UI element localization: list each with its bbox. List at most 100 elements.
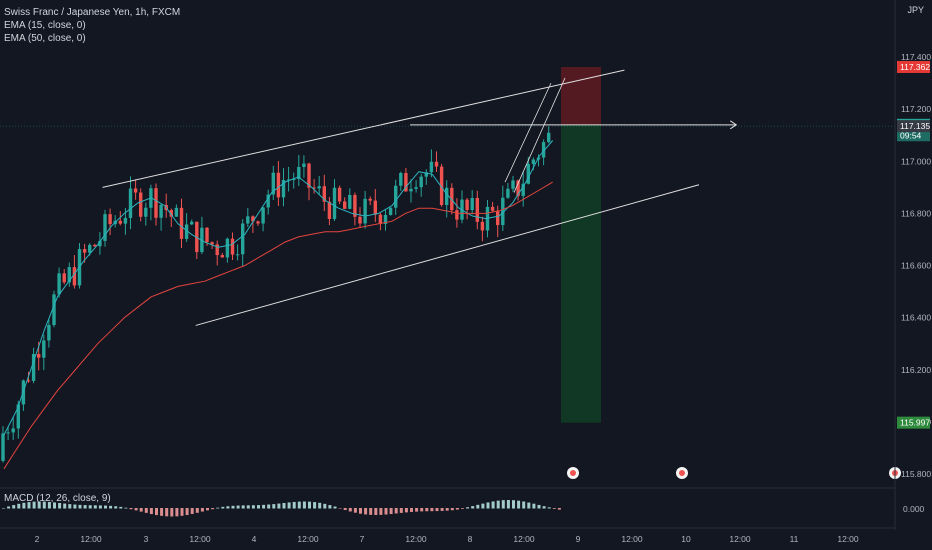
candle-body bbox=[439, 166, 444, 205]
candle-body bbox=[93, 244, 97, 247]
macd-histogram-bar bbox=[58, 503, 62, 509]
ema-slow-legend[interactable]: EMA (50, close, 0) bbox=[4, 33, 86, 44]
candle-body bbox=[470, 198, 474, 211]
macd-histogram-bar bbox=[455, 508, 459, 510]
macd-histogram-bar bbox=[461, 508, 464, 509]
macd-histogram-bar bbox=[557, 508, 561, 510]
candle-body bbox=[154, 188, 158, 218]
macd-histogram-bar bbox=[302, 501, 306, 509]
macd-legend[interactable]: MACD (12, 26, close, 9) bbox=[4, 493, 111, 504]
macd-histogram-bar bbox=[246, 505, 250, 509]
candle-body bbox=[72, 267, 77, 286]
macd-histogram-bar bbox=[369, 508, 373, 515]
macd-histogram-bar bbox=[491, 501, 495, 509]
macd-histogram-bar bbox=[537, 504, 541, 509]
candle-body bbox=[541, 142, 546, 158]
price-tick-label: 116.600 bbox=[901, 261, 931, 271]
candle-body bbox=[57, 273, 61, 295]
candle-body bbox=[251, 216, 255, 222]
macd-histogram-bar bbox=[338, 508, 342, 509]
macd-histogram-bar bbox=[160, 508, 164, 516]
candle-body bbox=[327, 201, 332, 220]
macd-histogram-bar bbox=[98, 505, 102, 509]
candle-body bbox=[373, 200, 377, 215]
macd-histogram-bar bbox=[348, 508, 352, 512]
candle-body bbox=[88, 244, 92, 253]
price-tick-label: 117.400 bbox=[901, 52, 931, 62]
macd-histogram-bar bbox=[532, 503, 536, 509]
macd-histogram-bar bbox=[292, 501, 296, 509]
candle-body bbox=[103, 214, 107, 241]
price-label-bg bbox=[897, 416, 930, 429]
macd-histogram-bar bbox=[527, 502, 531, 509]
take-profit-zone bbox=[561, 124, 601, 423]
price-label-bg bbox=[897, 120, 930, 133]
time-axis[interactable]: 2 12:00 3 12:00 4 12:00 7 12:00 8 12:00 9 12:00 10 12… bbox=[0, 527, 895, 544]
macd-histogram-bar bbox=[175, 508, 179, 517]
candle-body bbox=[419, 176, 423, 188]
price-label-text: 117.135 bbox=[900, 121, 930, 131]
candle-body bbox=[190, 221, 194, 225]
candle-body bbox=[547, 132, 551, 143]
time-tick-label: 12:00 bbox=[729, 534, 751, 544]
price-label-bg bbox=[897, 129, 930, 142]
macd-histogram-bar bbox=[399, 508, 403, 513]
candle-body bbox=[490, 206, 495, 211]
time-tick-label: 8 bbox=[468, 534, 473, 544]
time-tick-label: 10 bbox=[681, 534, 691, 544]
candle-body bbox=[98, 240, 102, 247]
ema-fast-line bbox=[3, 140, 554, 436]
macd-histogram-bar bbox=[547, 507, 551, 509]
macd-histogram-bar bbox=[430, 508, 434, 512]
candle-body bbox=[368, 198, 372, 201]
candle-body bbox=[383, 214, 388, 224]
candle-body bbox=[307, 163, 311, 188]
macd-histogram-bar bbox=[195, 508, 199, 513]
symbol-title[interactable]: Swiss Franc / Japanese Yen, 1h, FXCM bbox=[4, 7, 181, 18]
macd-histogram-bar bbox=[328, 505, 332, 509]
macd-histogram-bar bbox=[379, 508, 383, 515]
candle-body bbox=[409, 188, 413, 192]
candle-body bbox=[337, 187, 342, 202]
macd-histogram-bar bbox=[318, 502, 322, 509]
macd-histogram-bar bbox=[22, 502, 26, 509]
candle-body bbox=[496, 210, 500, 226]
macd-histogram-bar bbox=[384, 508, 388, 515]
macd-histogram-bar bbox=[78, 504, 82, 509]
candle-body bbox=[353, 194, 357, 217]
macd-histogram-bar bbox=[410, 508, 413, 512]
candle-body bbox=[394, 185, 398, 208]
macd-histogram-bar bbox=[114, 506, 118, 509]
candle-body bbox=[37, 354, 41, 358]
macd-histogram-bar bbox=[542, 506, 546, 509]
candle-body bbox=[159, 204, 163, 218]
macd-histogram-bar bbox=[139, 508, 143, 512]
event-markers[interactable] bbox=[567, 467, 901, 479]
macd-histogram-bar bbox=[37, 501, 41, 509]
candle-body bbox=[445, 187, 449, 205]
time-tick-label: 12:00 bbox=[297, 534, 319, 544]
candle-body bbox=[286, 179, 291, 181]
macd-histogram-bar bbox=[149, 508, 153, 515]
candle-body bbox=[455, 210, 459, 220]
price-label-bg bbox=[897, 60, 930, 73]
candle-body bbox=[169, 210, 173, 217]
candle-body bbox=[246, 216, 250, 224]
price-axis[interactable]: 117.400 117.200 117.000 116.800 116.600 116.4… bbox=[894, 0, 931, 530]
candle-body bbox=[11, 428, 15, 433]
ema-fast-legend[interactable]: EMA (15, close, 0) bbox=[4, 20, 86, 31]
macd-histogram-bar bbox=[552, 508, 556, 509]
event-icon-dot bbox=[679, 470, 685, 476]
event-icon-dot bbox=[570, 470, 576, 476]
macd-histogram-bar bbox=[42, 501, 46, 509]
candle-body bbox=[6, 432, 10, 434]
ema-slow-line bbox=[3, 181, 553, 470]
time-tick-label: 2 bbox=[35, 534, 40, 544]
macd-histogram-bar bbox=[47, 501, 51, 509]
macd-histogram-bar bbox=[170, 508, 174, 517]
candle-body bbox=[506, 188, 510, 198]
price-tick-label: 116.800 bbox=[901, 208, 931, 218]
price-tick-label: 116.400 bbox=[901, 313, 931, 323]
wedge-line-lower bbox=[513, 77, 566, 193]
